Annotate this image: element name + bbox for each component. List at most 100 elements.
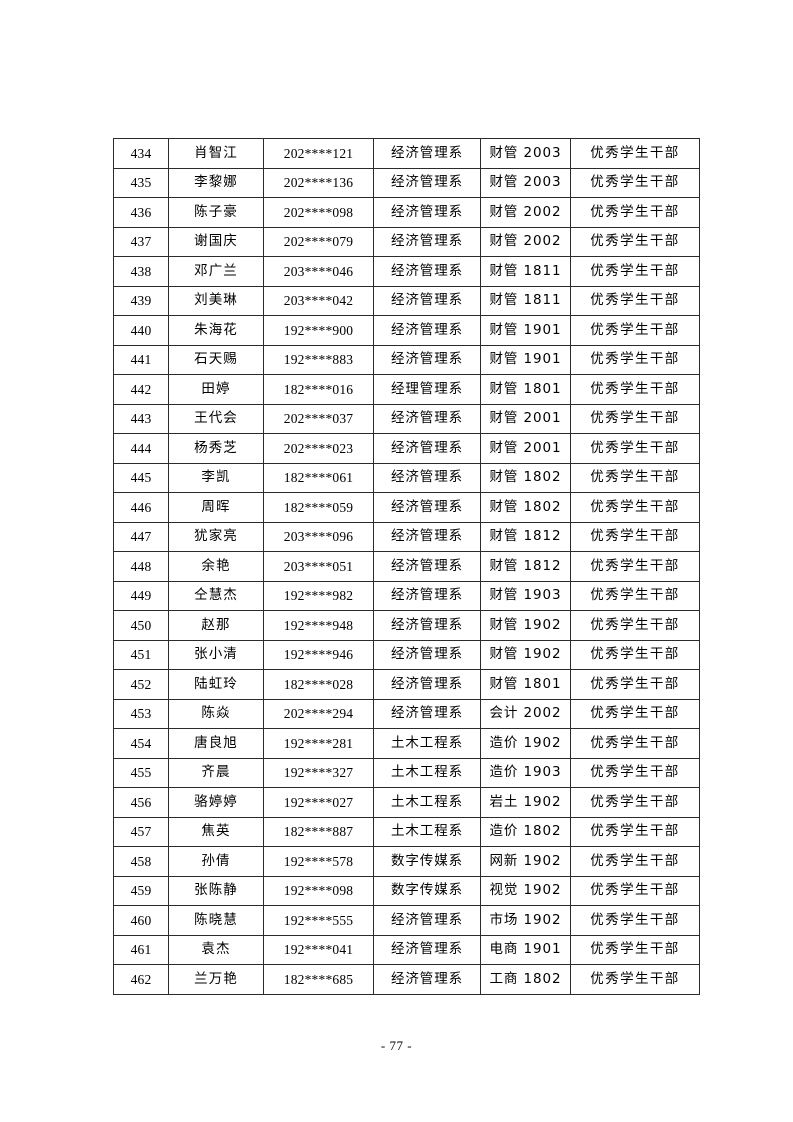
cell-sequence: 439 [113,285,169,316]
cell-class: 财管 1802 [480,492,571,523]
cell-class: 财管 2002 [480,226,571,257]
cell-class: 会计 2002 [480,698,571,729]
cell-name: 陈晓慧 [168,905,264,936]
cell-sequence: 438 [113,256,169,287]
cell-masked-id: 202****037 [263,403,374,434]
cell-department: 经济管理系 [373,256,481,287]
table-row: 438 邓广兰 203****046 经济管理系 财管 1811 优秀学生干部 [113,256,700,287]
cell-award: 优秀学生干部 [570,197,700,228]
cell-name: 陈焱 [168,698,264,729]
cell-name: 赵那 [168,610,264,641]
cell-award: 优秀学生干部 [570,875,700,906]
cell-class: 财管 1811 [480,256,571,287]
cell-sequence: 435 [113,167,169,198]
table-row: 441 石天赐 192****883 经济管理系 财管 1901 优秀学生干部 [113,344,700,375]
cell-department: 土木工程系 [373,728,481,759]
cell-award: 优秀学生干部 [570,315,700,346]
cell-award: 优秀学生干部 [570,757,700,788]
cell-award: 优秀学生干部 [570,964,700,995]
cell-sequence: 436 [113,197,169,228]
cell-masked-id: 203****051 [263,551,374,582]
cell-class: 财管 1812 [480,551,571,582]
cell-department: 经济管理系 [373,285,481,316]
roster-table-container: 434 肖智江 202****121 经济管理系 财管 2003 优秀学生干部 435 李黎娜… [113,138,700,995]
cell-sequence: 453 [113,698,169,729]
cell-masked-id: 203****046 [263,256,374,287]
cell-masked-id: 202****079 [263,226,374,257]
cell-award: 优秀学生干部 [570,551,700,582]
cell-name: 陆虹玲 [168,669,264,700]
cell-masked-id: 203****096 [263,521,374,552]
cell-sequence: 460 [113,905,169,936]
roster-table: 434 肖智江 202****121 经济管理系 财管 2003 优秀学生干部 435 李黎娜… [113,138,700,995]
cell-department: 数字传媒系 [373,846,481,877]
cell-class: 财管 1811 [480,285,571,316]
cell-sequence: 447 [113,521,169,552]
cell-sequence: 454 [113,728,169,759]
cell-award: 优秀学生干部 [570,816,700,847]
cell-name: 谢国庆 [168,226,264,257]
cell-sequence: 434 [113,138,169,169]
roster-table-body: 434 肖智江 202****121 经济管理系 财管 2003 优秀学生干部 435 李黎娜… [113,138,700,995]
cell-masked-id: 192****578 [263,846,374,877]
cell-class: 财管 1901 [480,315,571,346]
cell-masked-id: 192****948 [263,610,374,641]
table-row: 446 周晖 182****059 经济管理系 财管 1802 优秀学生干部 [113,492,700,523]
cell-class: 工商 1802 [480,964,571,995]
cell-class: 岩土 1902 [480,787,571,818]
cell-sequence: 456 [113,787,169,818]
cell-masked-id: 182****685 [263,964,374,995]
cell-class: 财管 1903 [480,580,571,611]
cell-department: 经济管理系 [373,964,481,995]
table-row: 442 田婷 182****016 经理管理系 财管 1801 优秀学生干部 [113,374,700,405]
cell-award: 优秀学生干部 [570,374,700,405]
table-row: 447 犹家亮 203****096 经济管理系 财管 1812 优秀学生干部 [113,521,700,552]
cell-name: 孙倩 [168,846,264,877]
cell-award: 优秀学生干部 [570,934,700,965]
cell-award: 优秀学生干部 [570,285,700,316]
table-row: 458 孙倩 192****578 数字传媒系 网新 1902 优秀学生干部 [113,846,700,877]
table-row: 457 焦英 182****887 土木工程系 造价 1802 优秀学生干部 [113,816,700,847]
cell-award: 优秀学生干部 [570,433,700,464]
cell-name: 余艳 [168,551,264,582]
cell-department: 经济管理系 [373,403,481,434]
cell-class: 财管 1801 [480,669,571,700]
cell-masked-id: 182****887 [263,816,374,847]
cell-department: 经济管理系 [373,138,481,169]
table-row: 451 张小清 192****946 经济管理系 财管 1902 优秀学生干部 [113,639,700,670]
cell-department: 经济管理系 [373,669,481,700]
table-row: 455 齐晨 192****327 土木工程系 造价 1903 优秀学生干部 [113,757,700,788]
cell-class: 财管 1801 [480,374,571,405]
table-row: 436 陈子豪 202****098 经济管理系 财管 2002 优秀学生干部 [113,197,700,228]
cell-class: 视觉 1902 [480,875,571,906]
table-row: 460 陈晓慧 192****555 经济管理系 市场 1902 优秀学生干部 [113,905,700,936]
table-row: 437 谢国庆 202****079 经济管理系 财管 2002 优秀学生干部 [113,226,700,257]
table-row: 459 张陈静 192****098 数字传媒系 视觉 1902 优秀学生干部 [113,875,700,906]
cell-sequence: 441 [113,344,169,375]
cell-department: 经济管理系 [373,197,481,228]
cell-class: 财管 1812 [480,521,571,552]
cell-sequence: 452 [113,669,169,700]
cell-award: 优秀学生干部 [570,167,700,198]
cell-award: 优秀学生干部 [570,728,700,759]
cell-award: 优秀学生干部 [570,846,700,877]
cell-class: 财管 1902 [480,639,571,670]
cell-name: 李黎娜 [168,167,264,198]
cell-department: 经理管理系 [373,374,481,405]
cell-masked-id: 182****059 [263,492,374,523]
cell-masked-id: 203****042 [263,285,374,316]
page-number-footer: - 77 - [380,1038,413,1053]
cell-sequence: 455 [113,757,169,788]
cell-name: 兰万艳 [168,964,264,995]
table-row: 454 唐良旭 192****281 土木工程系 造价 1902 优秀学生干部 [113,728,700,759]
cell-sequence: 457 [113,816,169,847]
cell-department: 经济管理系 [373,167,481,198]
cell-department: 经济管理系 [373,226,481,257]
cell-name: 犹家亮 [168,521,264,552]
cell-name: 陈子豪 [168,197,264,228]
cell-masked-id: 192****041 [263,934,374,965]
cell-name: 石天赐 [168,344,264,375]
cell-sequence: 448 [113,551,169,582]
cell-sequence: 445 [113,462,169,493]
cell-masked-id: 192****555 [263,905,374,936]
